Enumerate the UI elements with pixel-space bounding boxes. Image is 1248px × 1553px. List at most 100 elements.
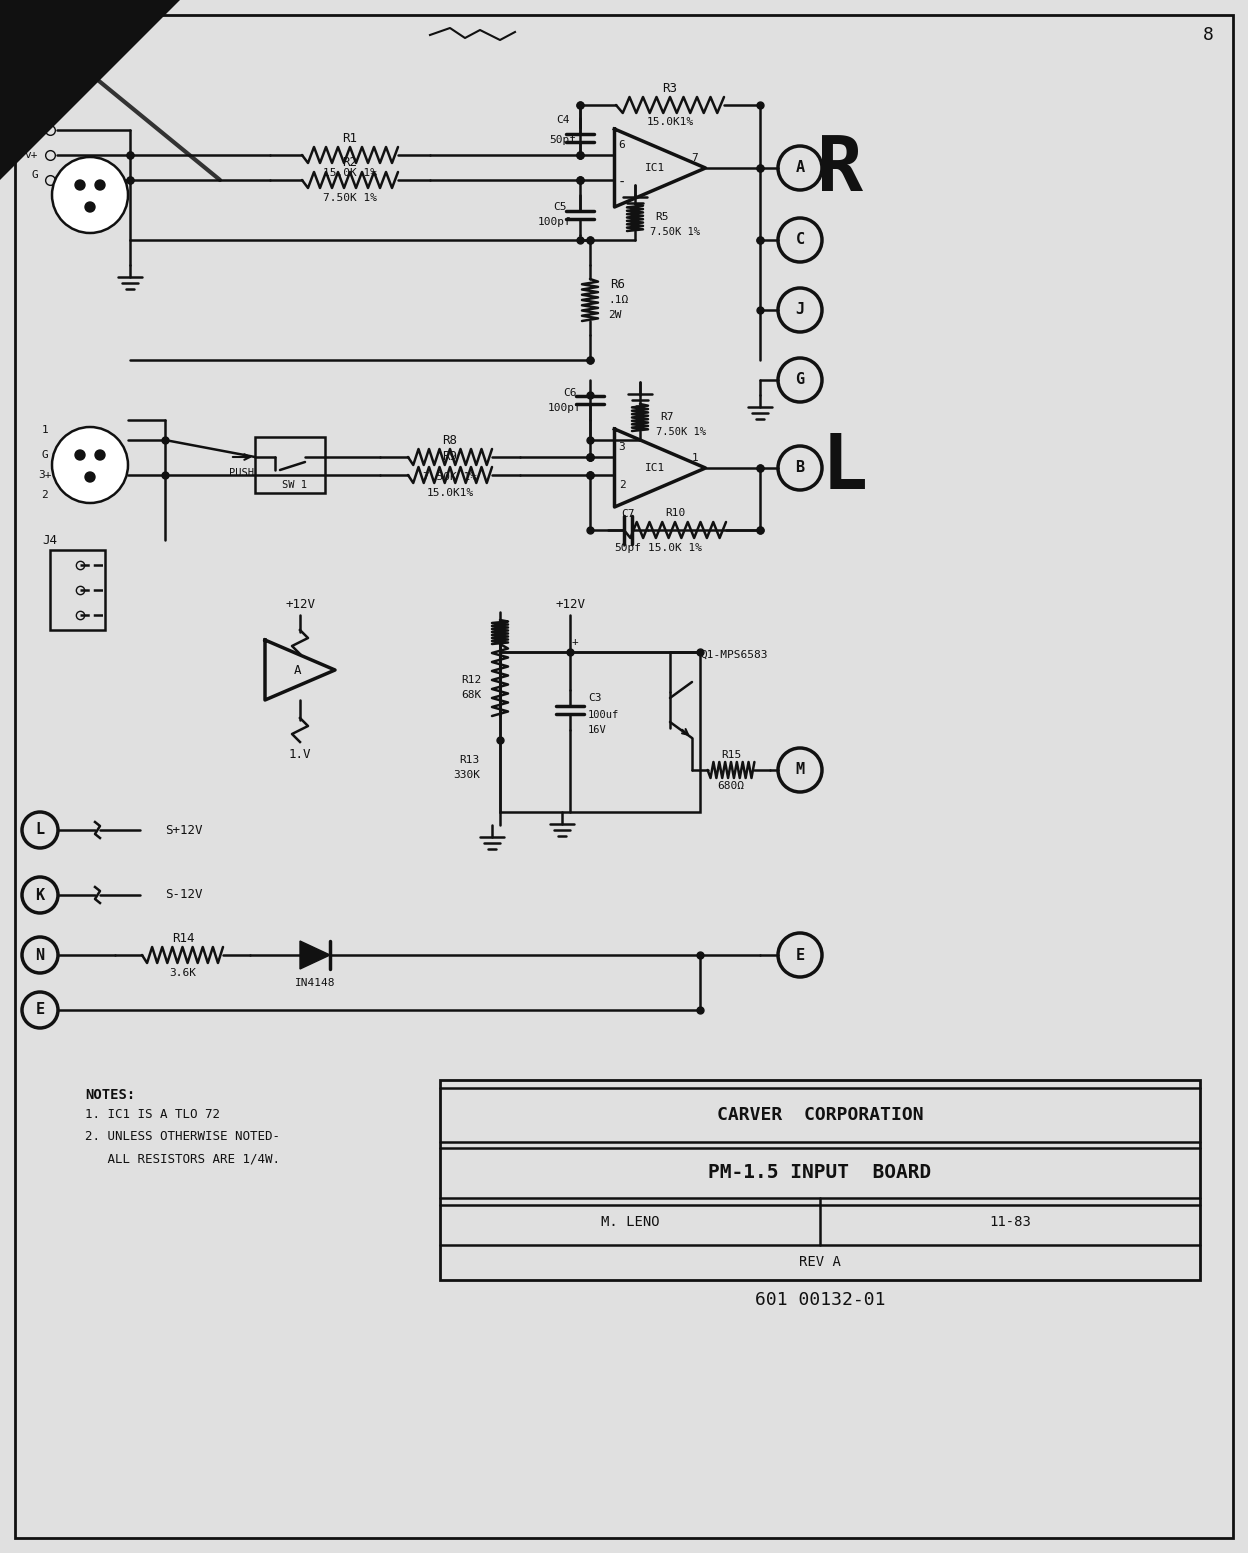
Text: 680Ω: 680Ω (718, 781, 745, 790)
Text: R13: R13 (459, 755, 480, 766)
Text: 8: 8 (1203, 26, 1213, 43)
Text: 100pf: 100pf (538, 217, 572, 227)
Text: 2W: 2W (608, 311, 622, 320)
Text: Q1-MPS6583: Q1-MPS6583 (700, 651, 768, 660)
Text: 1. IC1 IS A TLO 72: 1. IC1 IS A TLO 72 (85, 1109, 220, 1121)
Text: IN4148: IN4148 (295, 978, 336, 988)
Text: G: G (41, 450, 49, 460)
Text: 601 00132-01: 601 00132-01 (755, 1291, 885, 1309)
Text: IC1: IC1 (645, 163, 665, 172)
Text: R7: R7 (660, 412, 674, 422)
Text: R10: R10 (665, 508, 685, 519)
Text: R12: R12 (462, 676, 482, 685)
Text: C4: C4 (557, 115, 570, 124)
Text: A: A (295, 663, 302, 677)
Text: 3+: 3+ (39, 471, 51, 480)
Text: E: E (795, 947, 805, 963)
Text: CARVER  CORPORATION: CARVER CORPORATION (716, 1106, 924, 1124)
Circle shape (85, 472, 95, 481)
Text: -: - (618, 175, 626, 189)
Text: 50pf: 50pf (614, 544, 641, 553)
Text: 100uf: 100uf (588, 710, 619, 721)
Text: 7.50K 1%: 7.50K 1% (650, 227, 700, 238)
Text: 2. UNLESS OTHERWISE NOTED-: 2. UNLESS OTHERWISE NOTED- (85, 1131, 280, 1143)
Text: 15.0K 1%: 15.0K 1% (323, 168, 377, 179)
Circle shape (75, 180, 85, 189)
Polygon shape (0, 0, 180, 180)
Text: NOTES:: NOTES: (85, 1089, 135, 1103)
Text: J: J (795, 303, 805, 317)
Text: +12V: +12V (555, 598, 585, 612)
Text: 15.0K1%: 15.0K1% (646, 116, 694, 127)
Text: 6: 6 (619, 140, 625, 151)
Text: C6: C6 (563, 388, 577, 398)
Text: 2: 2 (619, 480, 625, 491)
Text: R15: R15 (721, 750, 741, 759)
Text: +: + (572, 637, 578, 648)
Circle shape (95, 180, 105, 189)
Circle shape (85, 202, 95, 213)
Text: N: N (35, 947, 45, 963)
Text: 7.50K 1%: 7.50K 1% (323, 193, 377, 203)
Text: 100pf: 100pf (548, 402, 582, 413)
Text: G: G (795, 373, 805, 388)
Text: 16V: 16V (588, 725, 607, 735)
Circle shape (52, 157, 129, 233)
Text: R2: R2 (342, 157, 357, 169)
Text: SW 1: SW 1 (282, 480, 307, 491)
Text: 15.0K 1%: 15.0K 1% (648, 544, 701, 553)
Text: C7: C7 (622, 509, 635, 519)
Text: 3.6K: 3.6K (170, 968, 196, 978)
Bar (50, 550, 105, 631)
Text: 7.50K 1%: 7.50K 1% (423, 472, 477, 481)
Text: M: M (795, 763, 805, 778)
Text: S+12V: S+12V (165, 823, 202, 837)
Text: 68K: 68K (462, 690, 482, 700)
Text: S-12V: S-12V (165, 888, 202, 901)
Circle shape (52, 427, 129, 503)
Text: R1: R1 (342, 132, 357, 144)
Text: 11-83: 11-83 (990, 1214, 1031, 1228)
Text: REV A: REV A (799, 1255, 841, 1269)
Text: B: B (795, 461, 805, 475)
Text: J4: J4 (42, 534, 57, 547)
Text: ALL RESISTORS ARE 1/4W.: ALL RESISTORS ARE 1/4W. (85, 1152, 280, 1165)
Text: .1Ω: .1Ω (608, 295, 628, 304)
Text: 15.0K1%: 15.0K1% (427, 488, 474, 499)
Text: R8: R8 (443, 433, 458, 447)
Bar (500, 652, 700, 812)
Text: R14: R14 (172, 932, 195, 946)
Bar (441, 1079, 1201, 1280)
Text: 1: 1 (41, 426, 49, 435)
Text: IC1: IC1 (645, 463, 665, 474)
Text: E: E (35, 1003, 45, 1017)
Text: C: C (795, 233, 805, 247)
Text: K: K (35, 887, 45, 902)
Text: C5: C5 (553, 202, 567, 213)
Text: R: R (817, 134, 864, 207)
Text: C3: C3 (588, 693, 602, 704)
Text: R3: R3 (663, 81, 678, 95)
Bar (255, 436, 324, 492)
Text: 7: 7 (691, 154, 699, 163)
Text: PM-1.5 INPUT  BOARD: PM-1.5 INPUT BOARD (709, 1163, 931, 1182)
Text: v+: v+ (25, 151, 37, 160)
Circle shape (95, 450, 105, 460)
Text: PUSH: PUSH (230, 467, 255, 478)
Text: L: L (35, 823, 45, 837)
Text: R5: R5 (655, 213, 669, 222)
Polygon shape (300, 941, 329, 969)
Text: 1.V: 1.V (288, 749, 311, 761)
Text: +12V: +12V (285, 598, 314, 612)
Text: A: A (795, 160, 805, 175)
Text: 1: 1 (691, 453, 699, 463)
Text: G: G (31, 169, 37, 180)
Text: L: L (822, 432, 869, 505)
Text: M. LENO: M. LENO (600, 1214, 659, 1228)
Text: 7.50K 1%: 7.50K 1% (656, 427, 706, 436)
Text: 2: 2 (41, 491, 49, 500)
Text: R9: R9 (443, 450, 458, 463)
Text: 3: 3 (619, 443, 625, 452)
Text: 50pf: 50pf (549, 135, 577, 144)
Circle shape (75, 450, 85, 460)
